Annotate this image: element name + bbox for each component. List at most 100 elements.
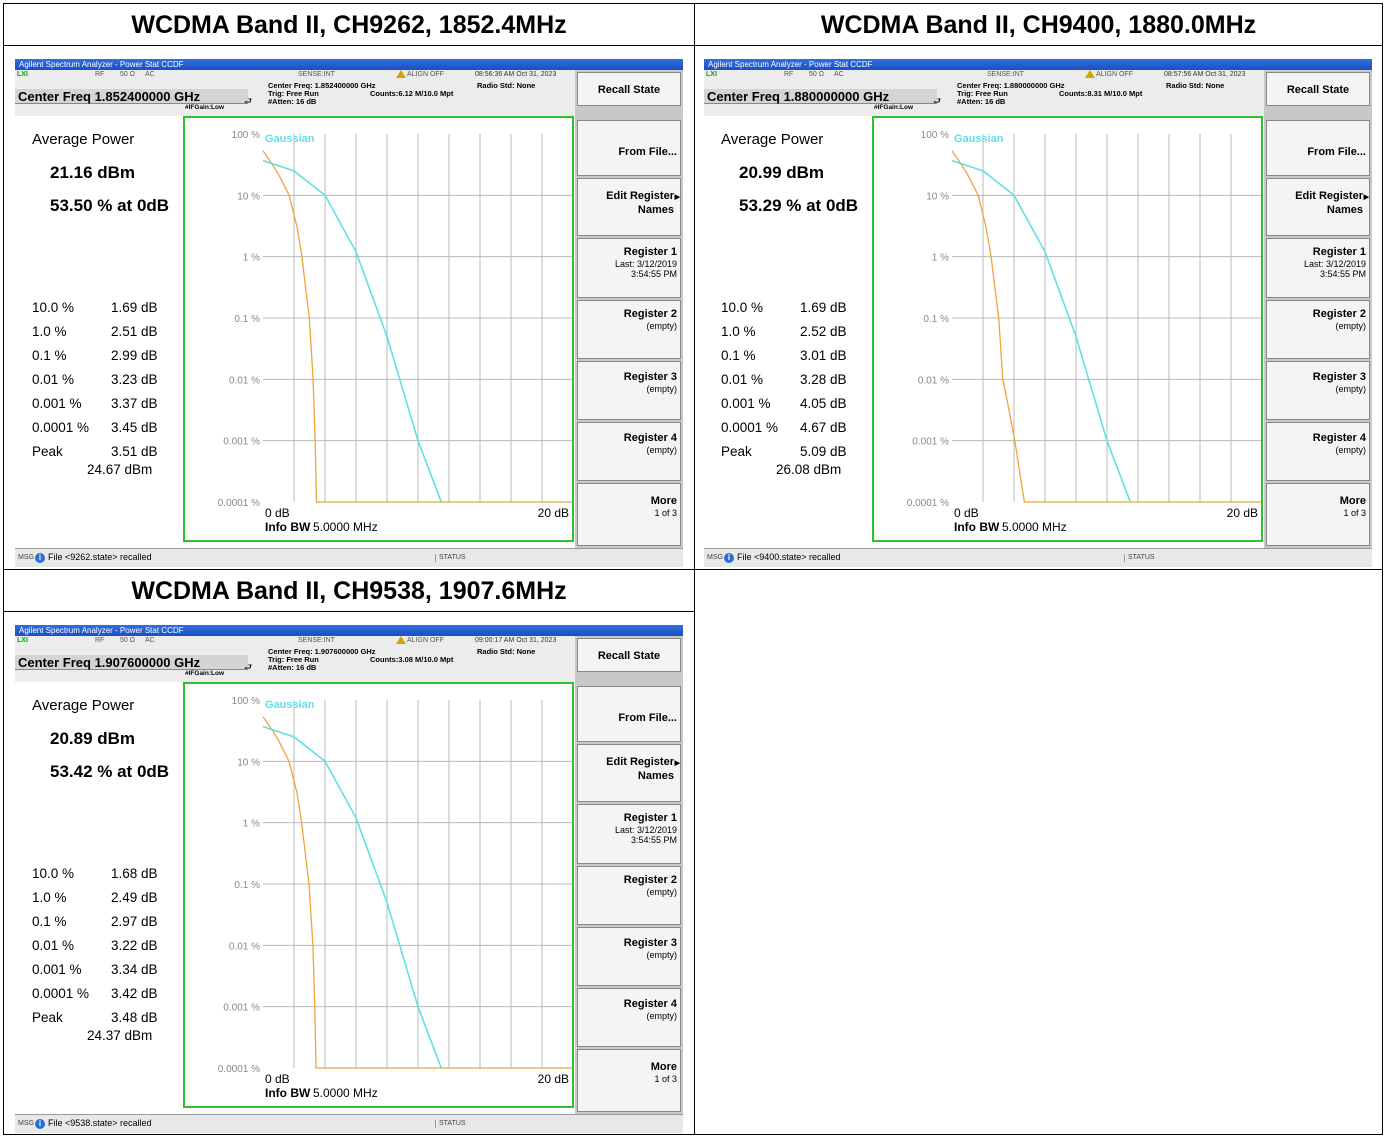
softkey-sublabel: 3:54:55 PM xyxy=(1319,269,1366,279)
stat-value: 3.34 dB xyxy=(111,962,158,977)
average-power-value: 20.99 dBm xyxy=(739,163,825,182)
y-tick-label: 0.1 % xyxy=(923,314,949,325)
y-tick-label: 100 % xyxy=(232,696,260,707)
softkey-label: Names xyxy=(637,770,674,782)
softkey-label: Register 2 xyxy=(623,308,677,320)
more-button[interactable]: More 1 of 3 xyxy=(577,1049,681,1112)
impedance-label: 50 Ω xyxy=(809,71,824,78)
warning-icon xyxy=(1085,70,1095,78)
center-freq-field[interactable]: Center Freq 1.907600000 GHz xyxy=(15,655,248,670)
recall-state-button[interactable]: Recall State xyxy=(577,72,681,106)
edit-register-names-button[interactable]: Edit Register Names ▶ xyxy=(1266,178,1370,236)
timestamp: 08:56:36 AM Oct 31, 2023 xyxy=(475,71,557,78)
softkey-label: Edit Register xyxy=(606,756,674,768)
center-freq-text: Center Freq: 1.907600000 GHz xyxy=(268,647,376,656)
status-bar: MSG i File <9538.state> recalled STATUS xyxy=(15,1114,683,1133)
register-2-button[interactable]: Register 2 (empty) xyxy=(1266,300,1370,359)
info-bw-label: Info BW xyxy=(954,520,1000,534)
status-label: STATUS xyxy=(435,554,466,562)
y-tick-label: 0.01 % xyxy=(229,375,260,386)
edit-register-names-button[interactable]: Edit Register Names ▶ xyxy=(577,744,681,802)
sense-label: SENSE:INT xyxy=(298,637,335,644)
x-stop-label: 20 dB xyxy=(1227,506,1258,520)
from-file-button[interactable]: From File... xyxy=(577,120,681,176)
submenu-arrow-icon: ▶ xyxy=(674,194,680,201)
submenu-arrow-icon: ▶ xyxy=(1363,194,1369,201)
softkey-sublabel: 3:54:55 PM xyxy=(630,835,677,845)
register-2-button[interactable]: Register 2 (empty) xyxy=(577,866,681,925)
graticule-frame xyxy=(872,116,1263,542)
register-4-button[interactable]: Register 4 (empty) xyxy=(577,422,681,481)
radio-std-text: Radio Std: None xyxy=(477,647,536,656)
stat-value: 1.69 dB xyxy=(111,300,158,315)
y-tick-label: 0.001 % xyxy=(223,1003,260,1014)
center-freq-field[interactable]: Center Freq 1.852400000 GHz xyxy=(15,89,248,104)
stat-label: 0.1 % xyxy=(32,914,67,929)
softkey-label: Recall State xyxy=(1286,84,1350,96)
average-power-value: 20.89 dBm xyxy=(50,729,136,748)
cell-heading: WCDMA Band II, CH9400, 1880.0MHz xyxy=(820,11,1257,39)
register-3-button[interactable]: Register 3 (empty) xyxy=(577,361,681,420)
gaussian-trace xyxy=(951,159,1132,503)
softkey-label: More xyxy=(650,495,677,507)
cell-heading: WCDMA Band II, CH9538, 1907.6MHz xyxy=(131,577,567,605)
gaussian-label: Gaussian xyxy=(265,699,315,711)
softkey-label: Recall State xyxy=(597,650,661,662)
x-start-label: 0 dB xyxy=(265,1072,290,1086)
cell-heading: WCDMA Band II, CH9262, 1852.4MHz xyxy=(131,11,567,39)
register-3-button[interactable]: Register 3 (empty) xyxy=(1266,361,1370,420)
instrument-status-bar: LXI RF 50 Ω AC SENSE:INT ALIGN OFF 09:00… xyxy=(15,636,575,682)
recall-state-button[interactable]: Recall State xyxy=(1266,72,1370,106)
more-button[interactable]: More 1 of 3 xyxy=(1266,483,1370,546)
atten-text: #Atten: 16 dB xyxy=(957,97,1006,106)
register-1-button[interactable]: Register 1 Last: 3/12/2019 3:54:55 PM xyxy=(577,804,681,864)
y-tick-label: 0.0001 % xyxy=(218,1064,260,1075)
register-1-button[interactable]: Register 1 Last: 3/12/2019 3:54:55 PM xyxy=(577,238,681,298)
graticule-frame xyxy=(183,682,574,1108)
softkey-sublabel: 1 of 3 xyxy=(1343,508,1366,518)
from-file-button[interactable]: From File... xyxy=(577,686,681,742)
align-label: ALIGN OFF xyxy=(1096,71,1133,78)
window-title: Agilent Spectrum Analyzer - Power Stat C… xyxy=(704,59,1372,70)
stat-value: 2.52 dB xyxy=(800,324,847,339)
gaussian-trace xyxy=(262,159,443,503)
stat-value: 3.23 dB xyxy=(111,372,158,387)
register-1-button[interactable]: Register 1 Last: 3/12/2019 3:54:55 PM xyxy=(1266,238,1370,298)
ccdf-plot: 100 % 10 % 1 % 0.1 % 0.01 % 0.001 % 0.0001 % Ga… xyxy=(183,682,575,1108)
register-3-button[interactable]: Register 3 (empty) xyxy=(577,927,681,986)
average-power-label: Average Power xyxy=(721,131,824,148)
ifgain-text: #IFGain:Low xyxy=(185,104,224,111)
softkey-sublabel: (empty) xyxy=(646,321,677,331)
softkey-label: Edit Register xyxy=(606,190,674,202)
stat-label: 0.1 % xyxy=(32,348,67,363)
trigger-text: Trig: Free Run xyxy=(268,89,319,98)
register-4-button[interactable]: Register 4 (empty) xyxy=(1266,422,1370,481)
register-4-button[interactable]: Register 4 (empty) xyxy=(577,988,681,1047)
softkey-label: Register 3 xyxy=(623,937,677,949)
lxi-indicator: LXI xyxy=(706,71,717,78)
softkey-label: Register 3 xyxy=(623,371,677,383)
impedance-label: 50 Ω xyxy=(120,637,135,644)
peak-dbm: 26.08 dBm xyxy=(776,462,842,477)
sense-label: SENSE:INT xyxy=(987,71,1024,78)
rf-label: RF xyxy=(95,637,105,644)
radio-std-text: Radio Std: None xyxy=(1166,81,1225,90)
x-start-label: 0 dB xyxy=(265,506,290,520)
more-button[interactable]: More 1 of 3 xyxy=(577,483,681,546)
edit-register-names-button[interactable]: Edit Register Names ▶ xyxy=(577,178,681,236)
y-tick-label: 1 % xyxy=(932,253,949,264)
softkey-label: Register 2 xyxy=(623,874,677,886)
stat-label: 0.001 % xyxy=(32,962,82,977)
register-2-button[interactable]: Register 2 (empty) xyxy=(577,300,681,359)
analyzer-screenshot: Agilent Spectrum Analyzer - Power Stat C… xyxy=(704,59,1372,567)
recall-state-button[interactable]: Recall State xyxy=(577,638,681,672)
atten-text: #Atten: 16 dB xyxy=(268,97,317,106)
table-border xyxy=(3,1134,1383,1135)
y-tick-label: 100 % xyxy=(921,130,949,141)
ccdf-plot: 100 % 10 % 1 % 0.1 % 0.01 % 0.001 % 0.0001 % Ga… xyxy=(183,116,575,542)
center-freq-field[interactable]: Center Freq 1.880000000 GHz xyxy=(704,89,937,104)
softkey-label: Names xyxy=(1326,204,1363,216)
from-file-button[interactable]: From File... xyxy=(1266,120,1370,176)
peak-value: 3.48 dB xyxy=(111,1010,158,1025)
info-bw-label: Info BW xyxy=(265,1086,311,1100)
